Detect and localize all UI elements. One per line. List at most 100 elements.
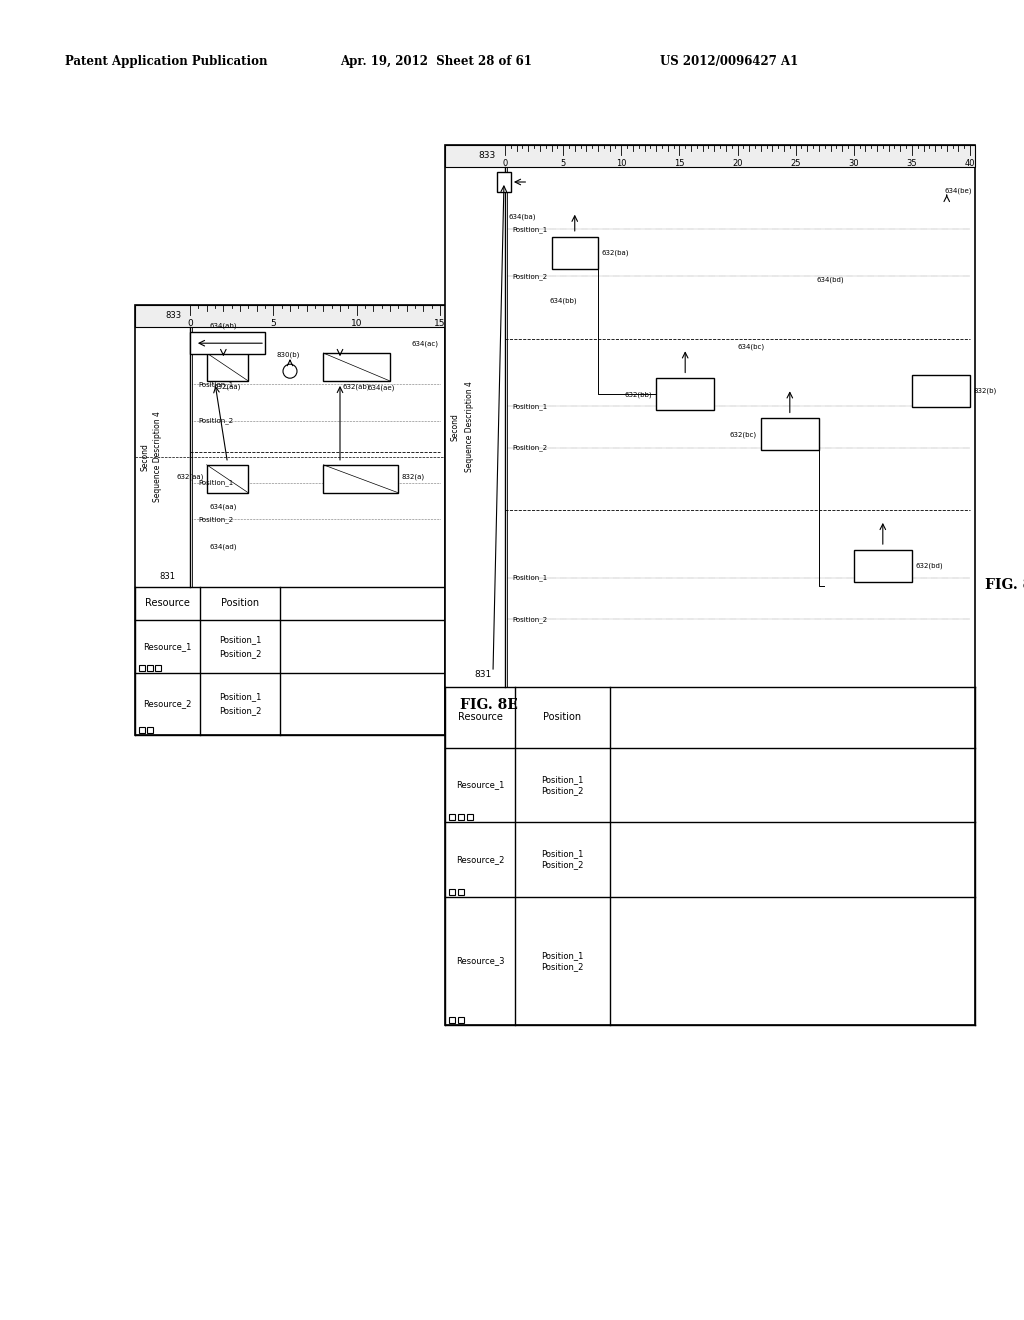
Text: Resource_2: Resource_2 (456, 855, 504, 863)
Bar (324, 465, 398, 492)
Text: Sequence Description 4: Sequence Description 4 (465, 381, 473, 473)
Text: Resource_1: Resource_1 (456, 780, 504, 789)
Text: Position_2: Position_2 (542, 861, 584, 870)
Bar (656, 379, 715, 411)
Text: Position_2: Position_2 (542, 785, 584, 795)
Text: 831: 831 (159, 572, 175, 581)
Bar (449, 814, 455, 820)
Text: 40: 40 (965, 160, 975, 169)
Bar (458, 1016, 464, 1023)
Text: Resource: Resource (458, 713, 503, 722)
Text: 632(ba): 632(ba) (602, 249, 630, 256)
Text: 10: 10 (351, 319, 362, 329)
Bar (190, 333, 265, 354)
Text: 5: 5 (560, 160, 565, 169)
Text: 0: 0 (503, 160, 508, 169)
Text: Position_2: Position_2 (542, 962, 584, 970)
Text: 632(bc): 632(bc) (730, 432, 757, 438)
Text: 632(ab): 632(ab) (343, 383, 371, 389)
Text: Position_1: Position_1 (512, 574, 547, 581)
Bar (139, 665, 145, 671)
Bar (854, 550, 912, 582)
Text: Position_2: Position_2 (198, 417, 233, 424)
Text: 20: 20 (732, 160, 742, 169)
Text: FIG. 8E: FIG. 8E (460, 698, 518, 711)
Bar (147, 727, 153, 733)
Text: 15: 15 (674, 160, 685, 169)
Text: 632(bd): 632(bd) (915, 562, 943, 569)
Text: Resource_2: Resource_2 (143, 700, 191, 709)
Bar (445, 145, 975, 168)
Text: Position_2: Position_2 (512, 616, 547, 623)
Bar (458, 814, 464, 820)
Text: US 2012/0096427 A1: US 2012/0096427 A1 (660, 55, 799, 69)
Bar (139, 727, 145, 733)
Text: Second: Second (140, 444, 150, 471)
Text: Position_2: Position_2 (219, 648, 261, 657)
Text: Position: Position (221, 598, 259, 609)
Text: 833: 833 (478, 152, 496, 161)
Text: 830(b): 830(b) (276, 351, 300, 358)
Text: 25: 25 (791, 160, 801, 169)
Text: Resource: Resource (145, 598, 189, 609)
Text: Position_1: Position_1 (219, 693, 261, 701)
Text: Position_1: Position_1 (198, 479, 233, 486)
Text: 10: 10 (616, 160, 627, 169)
Text: Position_2: Position_2 (512, 273, 547, 280)
Text: 832(a): 832(a) (401, 474, 425, 480)
Text: 634(aa): 634(aa) (210, 504, 237, 511)
Bar (155, 665, 161, 671)
Bar (207, 352, 249, 381)
Bar (135, 305, 445, 327)
Text: Sequence Description 4: Sequence Description 4 (153, 412, 162, 503)
Text: Patent Application Publication: Patent Application Publication (65, 55, 267, 69)
Text: 634(bd): 634(bd) (817, 276, 845, 282)
Bar (147, 665, 153, 671)
Bar (324, 352, 390, 381)
Bar (449, 1016, 455, 1023)
Text: 35: 35 (906, 160, 918, 169)
Text: 5: 5 (270, 319, 276, 329)
Bar (445, 145, 975, 1026)
Text: Position_1: Position_1 (198, 381, 233, 388)
Text: 832(b): 832(b) (974, 388, 997, 395)
Text: Resource_3: Resource_3 (456, 956, 504, 965)
Bar (761, 418, 819, 450)
Bar (497, 172, 511, 191)
Text: Position_1: Position_1 (542, 775, 584, 784)
Text: 632(aa): 632(aa) (214, 383, 242, 389)
Text: 0: 0 (187, 319, 193, 329)
Text: 15: 15 (434, 319, 445, 329)
Bar (458, 888, 464, 895)
Text: Position_1: Position_1 (542, 950, 584, 960)
Text: 634(bc): 634(bc) (737, 345, 765, 351)
Text: 833: 833 (165, 312, 181, 321)
Circle shape (283, 364, 297, 379)
Text: Position_1: Position_1 (512, 403, 547, 409)
Text: 30: 30 (849, 160, 859, 169)
Text: 634(ad): 634(ad) (210, 543, 238, 549)
Bar (207, 465, 249, 492)
Text: Position_2: Position_2 (512, 445, 547, 451)
Text: 632(bb): 632(bb) (625, 391, 652, 397)
Text: Position_1: Position_1 (219, 635, 261, 644)
Text: 634(ab): 634(ab) (210, 322, 238, 329)
Bar (135, 305, 445, 735)
Text: Position_2: Position_2 (198, 516, 233, 523)
Bar (912, 375, 970, 407)
Bar (449, 888, 455, 895)
Text: 831: 831 (474, 671, 492, 678)
Text: FIG. 8F: FIG. 8F (985, 578, 1024, 591)
Text: 634(ba): 634(ba) (509, 214, 537, 220)
Text: 634(ac): 634(ac) (411, 341, 438, 347)
Text: 632(aa): 632(aa) (176, 474, 204, 480)
Text: Apr. 19, 2012  Sheet 28 of 61: Apr. 19, 2012 Sheet 28 of 61 (340, 55, 531, 69)
Text: Position_1: Position_1 (542, 849, 584, 858)
Text: 634(ae): 634(ae) (368, 384, 395, 391)
Text: Position_2: Position_2 (219, 706, 261, 715)
Text: Position_1: Position_1 (512, 226, 547, 232)
Text: 634(be): 634(be) (944, 187, 972, 194)
Text: Resource_1: Resource_1 (143, 642, 191, 651)
Bar (467, 814, 473, 820)
Text: Position: Position (544, 713, 582, 722)
